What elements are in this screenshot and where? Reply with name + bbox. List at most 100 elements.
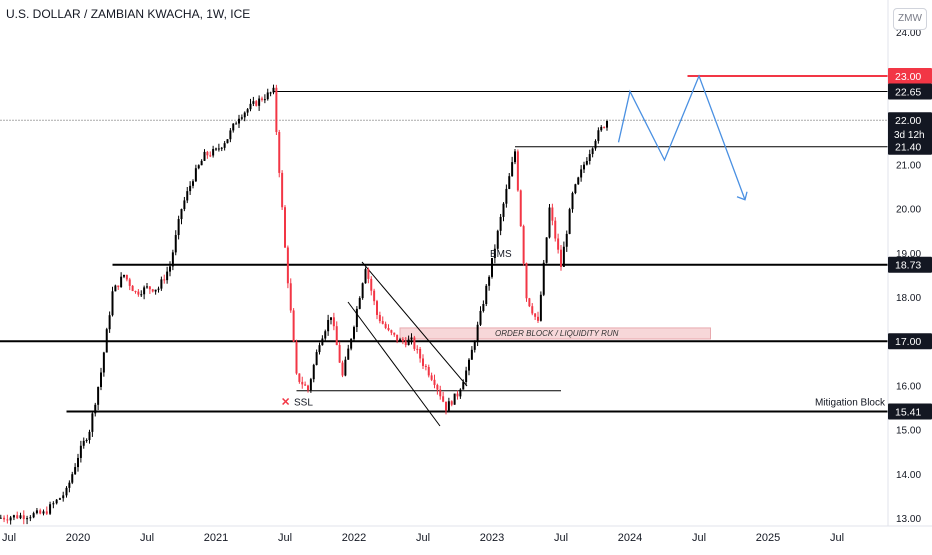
candle-body [433,379,436,385]
candle-body [315,352,318,365]
candle-body [378,314,381,322]
channel-upper [361,261,468,387]
candle-body [120,276,123,288]
candle-body [508,176,511,189]
candle-body [252,101,255,104]
x-tick-label: 2025 [756,532,780,544]
countdown-label: 3d 12h [894,130,925,141]
candle-body [29,517,32,519]
candle-body [229,130,232,140]
price-label-value: 22.00 [895,115,921,127]
candle-body [281,172,284,208]
candle-body [531,306,534,314]
candle-body [102,352,105,373]
candle-body [565,233,568,247]
x-tick-label: Jul [554,532,568,544]
candle-body [111,291,114,316]
x-tick-label: 2023 [480,532,504,544]
candle-body [361,283,364,299]
candle-body [502,203,505,217]
chart-title: U.S. DOLLAR / ZAMBIAN KWACHA, 1W, ICE [6,7,251,21]
candle-body [275,87,278,133]
candle-body [606,121,608,128]
candle-body [217,148,220,150]
x-tick-label: Jul [830,532,844,544]
candle-body [91,413,94,432]
candle-body [407,339,410,346]
candle-body [404,341,407,346]
candle-body [358,298,361,309]
candle-body [298,373,301,382]
candle-body [42,511,45,514]
candle-body [209,155,212,157]
candle-body [212,149,215,156]
candle-body [249,103,252,110]
candle-body [197,165,200,169]
candle-body [9,517,12,521]
candle-body [442,396,445,402]
bms-label: BMS [490,249,512,260]
candle-body [200,160,203,166]
candle-body [85,440,88,442]
channel-lower [347,301,441,427]
candle-body [511,162,514,177]
candle-body [88,431,91,441]
candle-body [192,181,194,186]
candle-body [26,518,29,520]
candle-body [157,288,160,290]
candle-body [235,123,238,125]
candle-body [350,338,353,349]
candle-body [194,168,197,182]
currency-button[interactable]: ZMW [893,8,927,30]
candle-body [35,510,38,514]
candle-body [108,315,111,330]
x-tick-label: 2022 [342,532,366,544]
candle-body [399,339,401,341]
candle-body [269,92,272,94]
candle-body [332,317,335,327]
price-label-value: 17.00 [895,336,921,348]
candle-body [338,345,341,363]
candle-body [307,385,309,391]
candle-body [140,294,143,296]
x-tick-label: Jul [2,532,16,544]
y-tick-label: 15.00 [896,426,921,437]
annotations-layer: BMS ✕ SSL Mitigation Block [281,249,886,408]
candle-body [154,289,157,292]
candle-body [571,193,574,210]
channel-layer [347,261,468,427]
candle-body [344,359,347,376]
time-axis[interactable]: Jul 2020 Jul 2021 Jul 2022 Jul 2023 Jul 2024 Jul 20… [0,525,932,544]
candle-body [240,117,243,119]
candle-body [55,499,58,504]
candle-body [100,372,102,387]
candle-body [22,515,25,520]
candle-body [545,237,548,263]
y-tick-label: 20.00 [896,205,921,216]
ssl-x-icon: ✕ [281,396,290,408]
candle-body [548,207,551,238]
price-label-box [888,68,932,84]
price-label-value: 21.40 [895,142,921,154]
candle-body [232,123,235,131]
y-tick-label: 19.00 [896,249,921,260]
candle-body [384,323,387,328]
candle-body [32,513,35,518]
candle-body [215,148,217,150]
candle-body [482,304,485,311]
candle-body [551,207,554,221]
candle-body [462,382,465,390]
candle-body [519,190,522,227]
candle-body [516,151,519,191]
candle-body [272,87,275,93]
y-tick-label: 14.00 [896,470,921,481]
zone-layer: ORDER BLOCK / LIQUIDITY RUN [399,327,711,340]
candle-body [456,393,459,397]
candle-body [123,274,125,277]
candle-body [390,330,393,333]
candle-body [131,285,134,292]
candle-body [568,209,571,234]
y-tick-label: 21.00 [896,160,921,171]
projection-layer [617,74,748,201]
